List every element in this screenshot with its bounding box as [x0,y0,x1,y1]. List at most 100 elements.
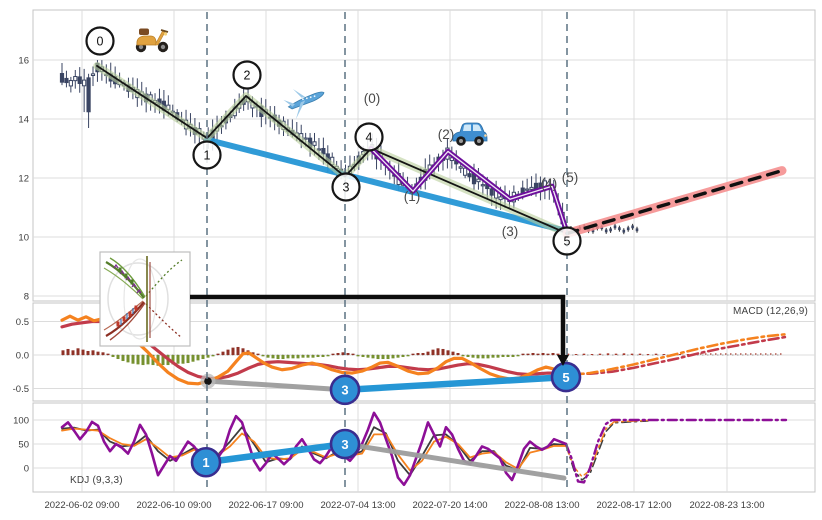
macd-histogram-forecast [566,353,570,355]
ytick-main: 14 [18,115,29,126]
macd-histogram-bar [331,353,335,355]
trend-line-blue [204,136,570,235]
macd-histogram-bar [526,353,530,355]
wave-number-text: 1 [204,148,211,162]
emoji-layer [135,28,488,146]
inset-purple-mark [136,288,142,294]
macd-histogram-bar [226,349,230,355]
macd-histogram-bar [216,353,220,355]
macd-histogram-bar [486,355,490,359]
car-headlight [484,134,487,137]
inset-green-curve [103,267,144,300]
xtick-label: 2022-08-08 13:00 [504,500,579,511]
macd-histogram-bar [436,348,440,355]
macd-histogram-forecast [630,353,634,355]
grid-layer [32,9,816,493]
macd-histogram-bar [181,355,185,364]
candle-body [525,188,530,191]
macd-histogram-bar [336,352,340,355]
car-wheel [459,139,463,143]
macd-dea-forecast [565,335,788,376]
xtick-label: 2022-06-17 09:00 [228,500,303,511]
airplane-window [313,95,316,98]
macd-histogram-bar [196,355,200,361]
macd-histogram-bar [476,355,480,359]
primary-wave-line [96,65,568,235]
macd-histogram-bar [501,355,505,358]
inset-green-dotted [145,259,183,297]
kdj-blue-connector [202,440,349,466]
scooter-wheel [138,44,144,50]
inset-red-curve [103,300,144,331]
xtick-label: 2022-08-17 12:00 [596,500,671,511]
macd-histogram-bar [116,355,120,360]
ytick-main: 16 [18,56,29,67]
macd-histogram-bar [266,355,270,358]
airplane-tail [283,99,295,107]
kdj-d-line [61,427,567,472]
sub-wave-degree-label: (3) [502,224,519,239]
macd-histogram-bar [371,355,375,359]
car-window [463,124,471,131]
macd-histogram-bar [61,350,65,355]
candle-body [64,77,69,84]
macd-histogram-bar [361,355,365,358]
macd-histogram-bar [91,350,95,355]
macd-histogram-bar [401,355,405,358]
scooter-emoji [135,28,169,53]
kdj-layer [60,411,788,487]
macd-dot-marker [204,377,212,385]
macd-histogram-bar [521,353,525,355]
inset-green-curve [109,257,146,298]
scooter-wheel [160,44,166,50]
inset-green-mark [118,267,122,273]
macd-histogram-bar [71,350,75,355]
macd-histogram-bar [276,355,280,360]
sub-wave-degree-label: (5) [562,170,579,185]
macd-gray-connector [205,378,348,393]
macd-histogram-bar [496,355,500,358]
kdj-gray-connector [342,441,567,481]
wave-annotations: 0 1 2 3 4 5 (0) (1) (2) (3) (4) (5) 3 5 1 3 [85,26,582,478]
inset-red-mark [128,311,132,317]
macd-histogram-bar [81,349,85,355]
ytick-macd: 0.5 [16,317,29,328]
macd-histogram-bar [391,355,395,359]
airplane-window [309,96,312,99]
macd-histogram-bar [421,352,425,355]
forecast-candle [604,229,608,233]
macd-histogram-bar [491,355,495,358]
macd-histogram-bar [136,355,140,365]
wave-number-text: 5 [564,234,571,248]
candle-body [82,79,87,87]
candle-body [73,76,78,82]
macd-histogram-bar [446,350,450,355]
macd-histogram-bar [386,355,390,360]
macd-step-circle-text: 3 [341,383,348,398]
macd-histogram-bar [396,355,400,358]
wave-layer [93,62,787,238]
candle-body [90,73,96,76]
inset-red-mark [122,316,126,322]
inset-red-mark [134,305,138,311]
candle-body [476,178,481,183]
macd-histogram-bar [456,352,460,355]
macd-histogram-bar [341,352,345,355]
macd-histogram-bar [541,352,545,355]
macd-step-circle-text: 5 [562,370,569,385]
ytick-macd: 0.0 [16,351,29,362]
guide-lines [206,12,568,491]
macd-histogram-bar [411,353,415,355]
candle-body [59,73,65,83]
scooter-headlight [163,32,168,36]
macd-histogram-bar [256,353,260,355]
airplane-wing [295,100,306,120]
macd-histogram-bar [96,351,100,355]
forecast-candle [626,227,630,231]
xtick-label: 2022-08-23 13:00 [689,500,764,511]
macd-histogram-bar [381,355,385,360]
ytick-kdj: 0 [24,464,29,475]
scooter-seat-bag [139,28,149,35]
